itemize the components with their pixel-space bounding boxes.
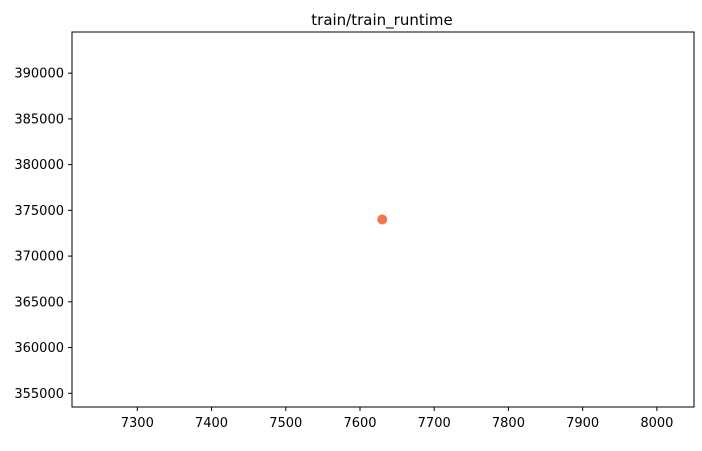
- plot-points: [377, 214, 388, 225]
- y-tick-label: 380000: [14, 158, 64, 173]
- x-tick-label: 7800: [492, 416, 525, 431]
- y-tick-label: 355000: [14, 387, 64, 402]
- x-axis: 7300 7400 7500 7600 7700 7800 7900 8000: [121, 407, 673, 431]
- x-tick-label: 7900: [566, 416, 599, 431]
- data-point: [377, 214, 388, 225]
- chart-title: train/train_runtime: [311, 11, 452, 30]
- y-tick-label: 390000: [14, 67, 64, 82]
- x-tick-label: 7400: [195, 416, 228, 431]
- y-axis: 355000 360000 365000 370000 375000 380000 3850…: [14, 67, 72, 402]
- y-tick-label: 365000: [14, 295, 64, 310]
- y-tick-label: 360000: [14, 341, 64, 356]
- x-tick-label: 7300: [121, 416, 154, 431]
- x-tick-label: 7700: [418, 416, 451, 431]
- x-tick-label: 7600: [343, 416, 376, 431]
- y-tick-label: 385000: [14, 112, 64, 127]
- y-tick-label: 375000: [14, 204, 64, 219]
- x-tick-label: 7500: [269, 416, 302, 431]
- plot-frame: [71, 31, 695, 408]
- y-tick-label: 370000: [14, 250, 64, 265]
- x-tick-label: 8000: [640, 416, 673, 431]
